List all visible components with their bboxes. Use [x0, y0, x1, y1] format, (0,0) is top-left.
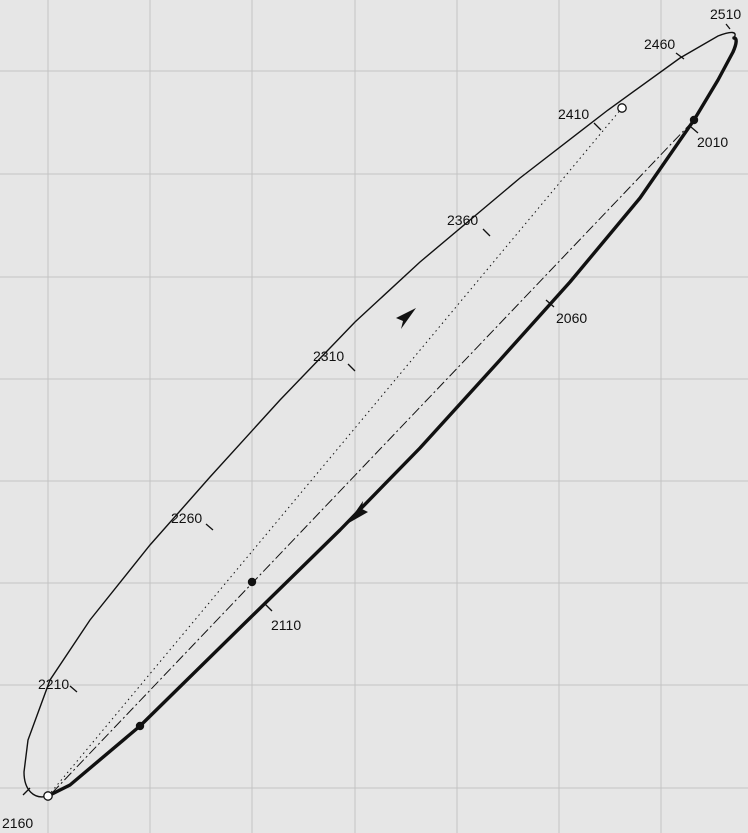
tick-2160 — [22, 787, 31, 796]
filled-point-middle — [247, 577, 257, 587]
year-label-2410: 2410 — [558, 106, 589, 122]
filled-point-lower — [135, 721, 145, 731]
tick-2310 — [347, 363, 356, 372]
year-label-2310: 2310 — [313, 348, 344, 364]
year-label-2160: 2160 — [2, 815, 33, 831]
year-label-2460: 2460 — [644, 36, 675, 52]
tick-2010 — [690, 126, 699, 134]
tick-2210 — [69, 685, 78, 693]
tick-2110 — [264, 603, 273, 612]
open-point-upper — [617, 103, 627, 113]
tick-2260 — [205, 523, 214, 531]
tick-2460 — [675, 52, 685, 60]
dash-dot-axis — [51, 119, 695, 794]
year-label-2060: 2060 — [556, 310, 587, 326]
tick-2510 — [725, 23, 731, 30]
filled-point-upper — [689, 115, 699, 125]
dotted-chord — [47, 107, 623, 797]
tick-2060 — [545, 299, 555, 308]
down-arrow-icon — [347, 501, 368, 524]
year-label-2010: 2010 — [697, 134, 728, 150]
year-label-2260: 2260 — [171, 510, 202, 526]
year-label-2360: 2360 — [447, 212, 478, 228]
up-arrow-icon — [396, 308, 416, 329]
tick-marks — [22, 23, 731, 796]
orbit-thick-arc — [46, 36, 738, 798]
year-label-2210: 2210 — [38, 676, 69, 692]
orbit-thin-arc — [23, 31, 736, 798]
tick-2410 — [593, 122, 602, 131]
open-point-lower — [43, 791, 53, 801]
tick-2360 — [482, 228, 491, 237]
year-label-2110: 2110 — [271, 617, 301, 633]
year-label-2510: 2510 — [710, 6, 741, 22]
